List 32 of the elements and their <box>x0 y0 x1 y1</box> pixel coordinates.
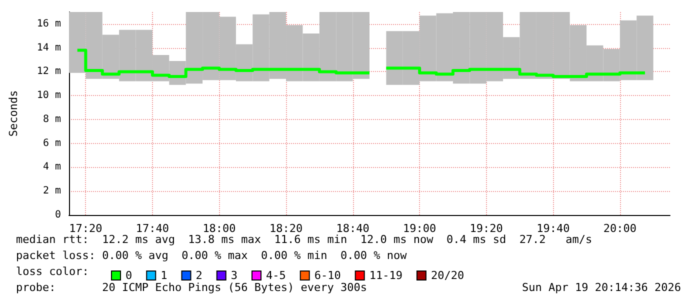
text: packet loss: 0.00 % avg 0.00 % max 0.00 % min 0.00 % now <box>16 249 408 262</box>
y-tick-label: 2 m <box>42 186 61 197</box>
legend-label: 0 <box>126 269 132 282</box>
legend-title: loss color: <box>16 265 89 278</box>
y-tick-label: 14 m <box>36 42 61 54</box>
legend-label: 2 <box>196 269 202 282</box>
x-tick-label: 19:00 <box>403 222 436 235</box>
x-tick-label: 17:20 <box>69 222 102 235</box>
x-tick-label: 18:20 <box>269 222 303 235</box>
y-tick-label: 6 m <box>42 138 61 149</box>
x-tick-label: 19:20 <box>470 222 503 235</box>
x-tick-label: 19:40 <box>536 222 570 235</box>
y-tick-label: 4 m <box>42 162 61 173</box>
y-tick-label: 8 m <box>42 114 61 125</box>
y-tick-label: 12 m <box>36 66 61 78</box>
x-tick-label: 17:40 <box>136 222 170 235</box>
legend-label: 20/20 <box>430 269 464 282</box>
legend-label: 1 <box>160 269 168 282</box>
x-tick-label: 18:00 <box>202 222 236 235</box>
y-tick-label: 0 <box>54 210 61 220</box>
legend-label: 4-5 <box>266 269 286 282</box>
text: probe: 20 ICMP Echo Pings (56 Bytes) every 300s <box>16 281 367 294</box>
text: Sun Apr 19 20:14:36 2026 <box>522 281 682 294</box>
y-tick-label: 16 m <box>36 18 61 30</box>
x-tick-label: 18:40 <box>336 222 370 235</box>
y-axis-title: Seconds <box>7 90 20 137</box>
text: median rtt: 12.2 ms avg 13.8 ms max 11.6 ms min 12.0 ms now 0.4 ms sd 27.2 am/s <box>16 233 592 246</box>
x-tick-label: 20:00 <box>603 222 636 235</box>
legend-label: 3 <box>230 269 238 282</box>
legend-label: 6-10 <box>314 269 341 282</box>
y-tick-label: 10 m <box>36 90 61 102</box>
legend-label: 11-19 <box>369 269 402 282</box>
